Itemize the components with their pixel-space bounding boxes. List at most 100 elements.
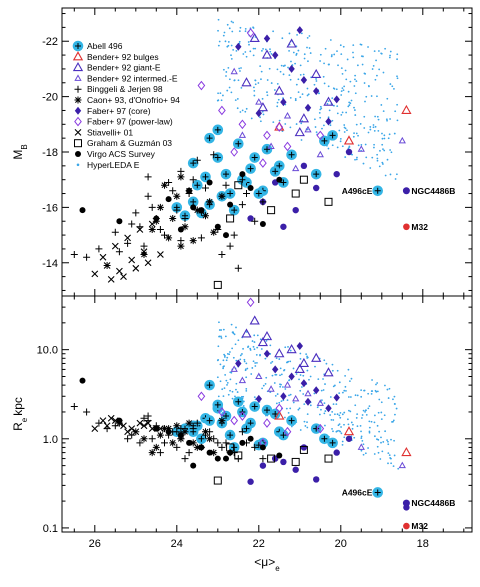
data-point [246, 28, 255, 38]
hyperleda-point [244, 368, 247, 371]
hyperleda-point [222, 328, 225, 331]
hyperleda-point [247, 41, 250, 43]
data-point [140, 250, 148, 258]
data-point [144, 173, 152, 181]
hyperleda-point [336, 50, 338, 53]
hyperleda-point [244, 110, 247, 113]
data-point [276, 452, 283, 459]
y-axis-label: MB [11, 144, 29, 159]
hyperleda-point [327, 147, 330, 150]
hyperleda-point [355, 132, 358, 135]
hyperleda-point [364, 143, 367, 146]
hyperleda-point [259, 353, 261, 356]
hyperleda-point [271, 360, 274, 363]
data-point [185, 449, 193, 457]
hyperleda-point [231, 397, 234, 400]
data-point [316, 423, 325, 434]
data-point [218, 407, 226, 417]
hyperleda-point [233, 333, 236, 336]
hyperleda-point [237, 339, 240, 342]
hyperleda-point [321, 127, 323, 130]
hyperleda-point [306, 36, 309, 39]
data-point [259, 158, 267, 168]
a496ce-point-cross [374, 187, 381, 194]
hyperleda-point [345, 78, 348, 81]
hyperleda-point [327, 100, 330, 103]
hyperleda-point [359, 424, 362, 427]
data-point [304, 125, 312, 133]
hyperleda-point [356, 156, 358, 159]
data-point [257, 102, 269, 112]
hyperleda-point [355, 158, 358, 161]
hyperleda-point [218, 329, 221, 331]
hyperleda-point [356, 394, 359, 397]
hyperleda-point [248, 43, 250, 46]
hyperleda-point [265, 376, 268, 379]
hyperleda-point [277, 98, 280, 101]
hyperleda-point [297, 49, 300, 52]
hyperleda-point [331, 410, 334, 413]
hyperleda-point [253, 89, 256, 92]
hyperleda-point [388, 56, 391, 59]
data-point [185, 419, 193, 427]
data-point-cross [239, 176, 246, 183]
hyperleda-point [360, 430, 362, 433]
hyperleda-point [323, 359, 326, 362]
hyperleda-point [324, 410, 327, 412]
hyperleda-point [256, 346, 259, 349]
hyperleda-point [335, 88, 338, 91]
hyperleda-point [319, 108, 322, 111]
hyperleda-point [286, 399, 289, 402]
data-point [263, 130, 271, 141]
hyperleda-point [357, 134, 359, 137]
m32-point [403, 223, 410, 231]
hyperleda-point [383, 134, 386, 137]
hyperleda-point [309, 404, 312, 407]
hyperleda-point [340, 113, 343, 116]
series-bender-92-intermed-e [230, 67, 406, 172]
hyperleda-point [393, 439, 395, 442]
data-point [70, 403, 78, 411]
y-tick-label: -22 [42, 36, 58, 48]
hyperleda-point [336, 112, 339, 115]
hyperleda-point [253, 86, 255, 89]
data-point [296, 26, 303, 35]
hyperleda-point [242, 395, 245, 398]
hyperleda-point [253, 348, 256, 351]
data-point [288, 64, 295, 73]
data-point [238, 131, 247, 138]
data-point [189, 237, 197, 245]
legend-label: Bender+ 92 bulges [87, 52, 159, 62]
hyperleda-point [369, 167, 372, 169]
hyperleda-point [379, 149, 381, 152]
hyperleda-point [239, 111, 242, 113]
hyperleda-point [375, 59, 377, 62]
hyperleda-point [390, 438, 392, 441]
hyperleda-point [306, 46, 308, 49]
hyperleda-point [290, 425, 293, 428]
data-point [181, 223, 189, 231]
hyperleda-point [353, 106, 355, 109]
data-point [261, 331, 273, 341]
hyperleda-point [255, 353, 258, 356]
hyperleda-point [228, 27, 231, 30]
hyperleda-point [377, 438, 380, 441]
data-point [259, 455, 267, 463]
hyperleda-point [295, 123, 298, 125]
data-point [193, 206, 201, 214]
hyperleda-point [286, 361, 289, 364]
hyperleda-point [278, 401, 281, 404]
hyperleda-point [218, 321, 220, 324]
data-point [210, 449, 218, 457]
hyperleda-point [228, 86, 231, 89]
hyperleda-point [262, 113, 265, 116]
data-point [157, 251, 164, 258]
hyperleda-point [324, 383, 326, 385]
hyperleda-point [331, 119, 334, 122]
hyperleda-point [330, 418, 333, 421]
hyperleda-point [373, 421, 376, 424]
legend-marker [74, 85, 82, 93]
hyperleda-point [331, 428, 333, 430]
data-point [247, 478, 254, 485]
hyperleda-point [380, 436, 382, 439]
